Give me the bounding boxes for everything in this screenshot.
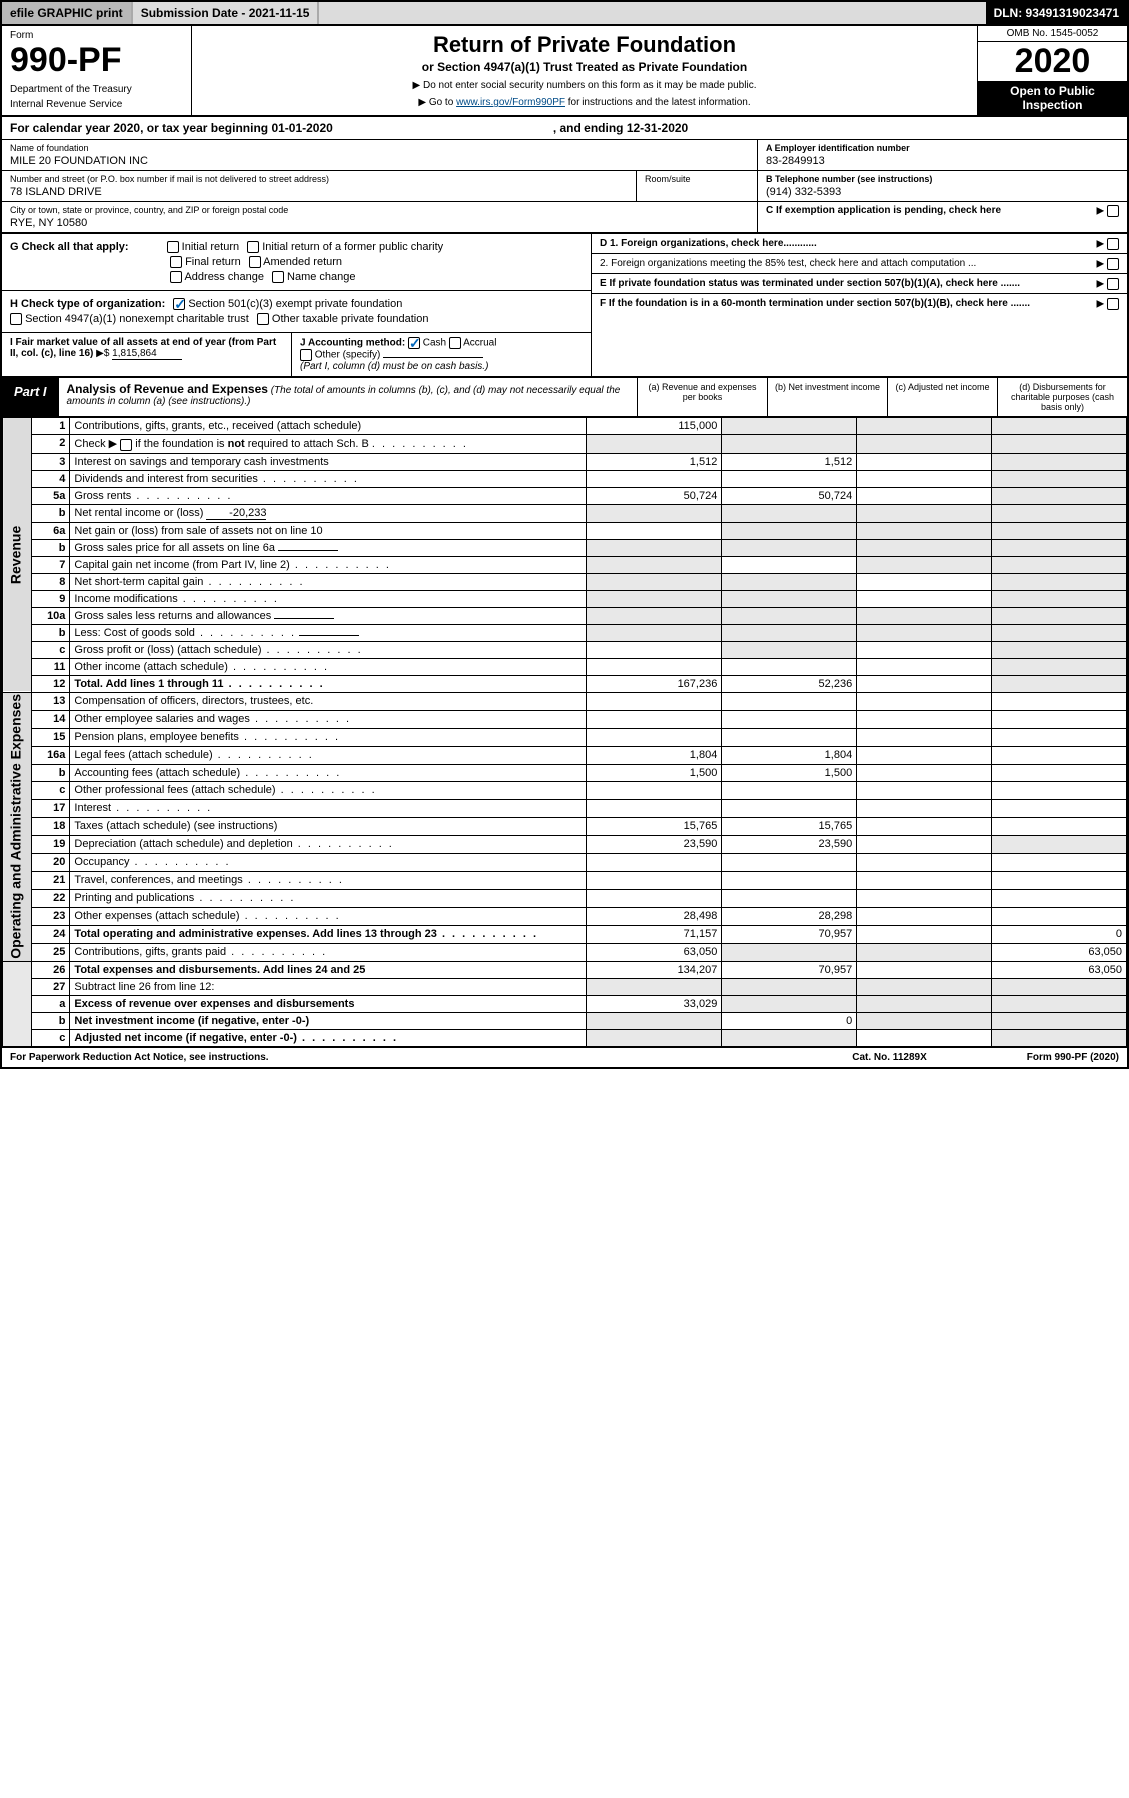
- form-header: Form 990-PF Department of the Treasury I…: [2, 26, 1127, 117]
- calendar-year-row: For calendar year 2020, or tax year begi…: [2, 117, 1127, 140]
- checkbox-initial-return[interactable]: [167, 241, 179, 253]
- dept-irs: Internal Revenue Service: [10, 99, 183, 110]
- part-1-header: Part I Analysis of Revenue and Expenses …: [2, 378, 1127, 417]
- instructions-link[interactable]: www.irs.gov/Form990PF: [456, 97, 565, 108]
- instr-1: ▶ Do not enter social security numbers o…: [202, 80, 967, 91]
- form-subtitle: or Section 4947(a)(1) Trust Treated as P…: [202, 60, 967, 74]
- checkbox-c[interactable]: [1107, 205, 1119, 217]
- header-title-block: Return of Private Foundation or Section …: [192, 26, 977, 115]
- paperwork-notice: For Paperwork Reduction Act Notice, see …: [10, 1052, 269, 1063]
- open-to-public: Open to Public Inspection: [978, 81, 1127, 115]
- entity-block: Name of foundation MILE 20 FOUNDATION IN…: [2, 140, 1127, 233]
- checkbox-amended[interactable]: [249, 256, 261, 268]
- col-c-header: (c) Adjusted net income: [887, 378, 997, 416]
- address-cell: Number and street (or P.O. box number if…: [2, 171, 637, 202]
- dln-label: DLN: 93491319023471: [986, 2, 1127, 24]
- header-right: OMB No. 1545-0052 2020 Open to Public In…: [977, 26, 1127, 115]
- ein-cell: A Employer identification number 83-2849…: [758, 140, 1127, 171]
- form-ref: Form 990-PF (2020): [1027, 1052, 1119, 1063]
- foundation-name: MILE 20 FOUNDATION INC: [10, 155, 749, 167]
- checkbox-e[interactable]: [1107, 278, 1119, 290]
- revenue-side-label: Revenue: [3, 418, 32, 692]
- telephone-value: (914) 332-5393: [766, 186, 1119, 198]
- col-b-header: (b) Net investment income: [767, 378, 887, 416]
- cat-number: Cat. No. 11289X: [852, 1052, 926, 1063]
- checkbox-address-change[interactable]: [170, 271, 182, 283]
- city-state-zip: RYE, NY 10580: [10, 217, 749, 229]
- form-page: efile GRAPHIC print Submission Date - 20…: [0, 0, 1129, 1069]
- checkbox-former-public[interactable]: [247, 241, 259, 253]
- col-a-header: (a) Revenue and expenses per books: [637, 378, 767, 416]
- j-label: J Accounting method:: [300, 338, 405, 349]
- g-section: G Check all that apply: Initial return I…: [2, 234, 591, 291]
- dept-treasury: Department of the Treasury: [10, 84, 183, 95]
- exemption-pending-cell: C If exemption application is pending, c…: [758, 202, 1127, 219]
- instr-2: ▶ Go to www.irs.gov/Form990PF for instru…: [202, 97, 967, 108]
- section-g-h-i: G Check all that apply: Initial return I…: [2, 233, 1127, 378]
- checkbox-other-taxable[interactable]: [257, 313, 269, 325]
- cal-begin: For calendar year 2020, or tax year begi…: [10, 121, 333, 135]
- checkbox-4947[interactable]: [10, 313, 22, 325]
- form-label: Form: [10, 30, 183, 41]
- column-headers: (a) Revenue and expenses per books (b) N…: [637, 378, 1127, 416]
- telephone-cell: B Telephone number (see instructions) (9…: [758, 171, 1127, 202]
- f-cell: F If the foundation is in a 60-month ter…: [592, 294, 1127, 313]
- checkbox-d1[interactable]: [1107, 238, 1119, 250]
- checkbox-501c3[interactable]: [173, 298, 185, 310]
- checkbox-cash[interactable]: [408, 337, 420, 349]
- net-rental-value: -20,233: [206, 507, 266, 520]
- col-d-header: (d) Disbursements for charitable purpose…: [997, 378, 1127, 416]
- city-cell: City or town, state or province, country…: [2, 202, 757, 232]
- d1-cell: D 1. Foreign organizations, check here..…: [592, 234, 1127, 254]
- top-bar: efile GRAPHIC print Submission Date - 20…: [2, 2, 1127, 26]
- arrow-icon: ▶: [1097, 206, 1105, 217]
- ein-value: 83-2849913: [766, 155, 1119, 167]
- checkbox-name-change[interactable]: [272, 271, 284, 283]
- foundation-name-cell: Name of foundation MILE 20 FOUNDATION IN…: [2, 140, 757, 171]
- form-title: Return of Private Foundation: [202, 32, 967, 58]
- part-1-desc: Analysis of Revenue and Expenses (The to…: [59, 378, 637, 416]
- d2-cell: 2. Foreign organizations meeting the 85%…: [592, 254, 1127, 274]
- j-note: (Part I, column (d) must be on cash basi…: [300, 361, 488, 372]
- expenses-side-label: Operating and Administrative Expenses: [3, 692, 32, 962]
- efile-label: efile GRAPHIC print: [2, 2, 133, 24]
- room-cell: Room/suite: [637, 171, 757, 202]
- fmv-value: 1,815,864: [112, 348, 182, 360]
- cal-end: , and ending 12-31-2020: [553, 121, 688, 135]
- form-number: 990-PF: [10, 41, 183, 80]
- checkbox-d2[interactable]: [1107, 258, 1119, 270]
- i-j-section: I Fair market value of all assets at end…: [2, 333, 591, 376]
- checkbox-f[interactable]: [1107, 298, 1119, 310]
- street-address: 78 ISLAND DRIVE: [10, 186, 628, 198]
- checkbox-other-method[interactable]: [300, 349, 312, 361]
- checkbox-accrual[interactable]: [449, 337, 461, 349]
- submission-date: Submission Date - 2021-11-15: [133, 2, 320, 24]
- header-left: Form 990-PF Department of the Treasury I…: [2, 26, 192, 115]
- omb-number: OMB No. 1545-0052: [978, 26, 1127, 42]
- h-section: H Check type of organization: Section 50…: [2, 291, 591, 333]
- page-footer: For Paperwork Reduction Act Notice, see …: [2, 1047, 1127, 1067]
- checkbox-sch-b[interactable]: [120, 439, 132, 451]
- h-label: H Check type of organization:: [10, 298, 165, 310]
- part-1-table: Revenue 1Contributions, gifts, grants, e…: [2, 417, 1127, 1047]
- e-cell: E If private foundation status was termi…: [592, 274, 1127, 294]
- checkbox-final-return[interactable]: [170, 256, 182, 268]
- part-1-tag: Part I: [2, 378, 59, 416]
- tax-year: 2020: [978, 42, 1127, 81]
- g-label: G Check all that apply:: [10, 241, 129, 253]
